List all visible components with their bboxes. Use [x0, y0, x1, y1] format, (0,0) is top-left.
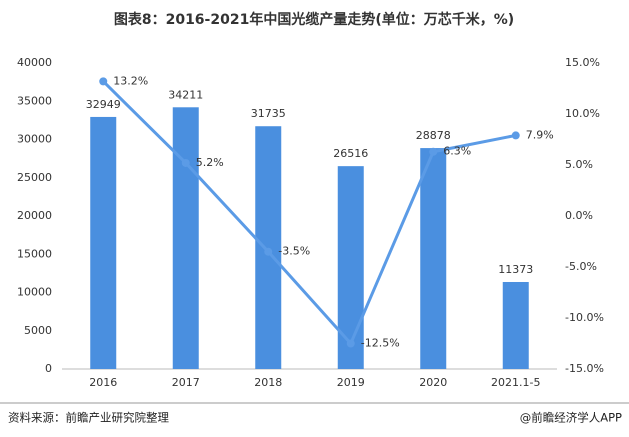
bar-value-label: 28878: [416, 129, 451, 142]
y2-tick-label: 15.0%: [565, 56, 600, 69]
y-tick-label: 15000: [17, 247, 52, 260]
bar-value-label: 26516: [333, 147, 368, 160]
line-value-label: 5.2%: [196, 156, 224, 169]
y2-tick-label: 5.0%: [565, 158, 593, 171]
line-value-label: 13.2%: [113, 74, 148, 87]
bar-value-label: 34211: [168, 88, 203, 101]
y-tick-label: 25000: [17, 171, 52, 184]
line-point: [429, 147, 438, 156]
bar: [502, 281, 529, 369]
bar-value-label: 11373: [498, 263, 533, 276]
line-value-label: -3.5%: [278, 245, 310, 258]
x-tick-label: 2018: [254, 376, 282, 389]
line-value-label: -12.5%: [361, 337, 400, 350]
y-tick-label: 35000: [17, 94, 52, 107]
credit: @前瞻经济学人APP: [520, 411, 622, 425]
line-point: [181, 158, 190, 167]
y2-tick-label: -15.0%: [565, 362, 604, 375]
y2-tick-label: -10.0%: [565, 311, 604, 324]
x-tick-label: 2021.1-5: [491, 376, 540, 389]
bar-value-label: 32949: [86, 98, 121, 111]
line-value-label: 6.3%: [443, 145, 471, 158]
y2-tick-label: 0.0%: [565, 209, 593, 222]
line-value-label: 7.9%: [526, 128, 554, 141]
line-point: [264, 247, 273, 256]
x-tick-label: 2020: [419, 376, 447, 389]
bar: [172, 107, 199, 369]
line: [102, 80, 517, 347]
y2-tick-label: 10.0%: [565, 107, 600, 120]
x-tick-label: 2019: [337, 376, 365, 389]
chart-title: 图表8：2016-2021年中国光缆产量走势(单位：万芯千米，%): [114, 11, 514, 28]
bar: [90, 116, 117, 369]
y-tick-label: 30000: [17, 133, 52, 146]
y2-tick-label: -5.0%: [565, 260, 597, 273]
y-tick-label: 40000: [17, 56, 52, 69]
y-tick-label: 10000: [17, 286, 52, 299]
x-tick-label: 2016: [89, 376, 117, 389]
y-tick-label: 0: [45, 362, 52, 375]
x-tick-label: 2017: [172, 376, 200, 389]
line-point: [99, 77, 108, 86]
bar: [420, 148, 447, 369]
y-tick-label: 5000: [24, 324, 52, 337]
source: 资料来源：前瞻产业研究院整理: [8, 411, 169, 425]
line-point: [346, 339, 355, 348]
y-tick-label: 20000: [17, 209, 52, 222]
bar-value-label: 31735: [251, 107, 286, 120]
line-point: [511, 131, 520, 140]
bar: [255, 126, 282, 369]
